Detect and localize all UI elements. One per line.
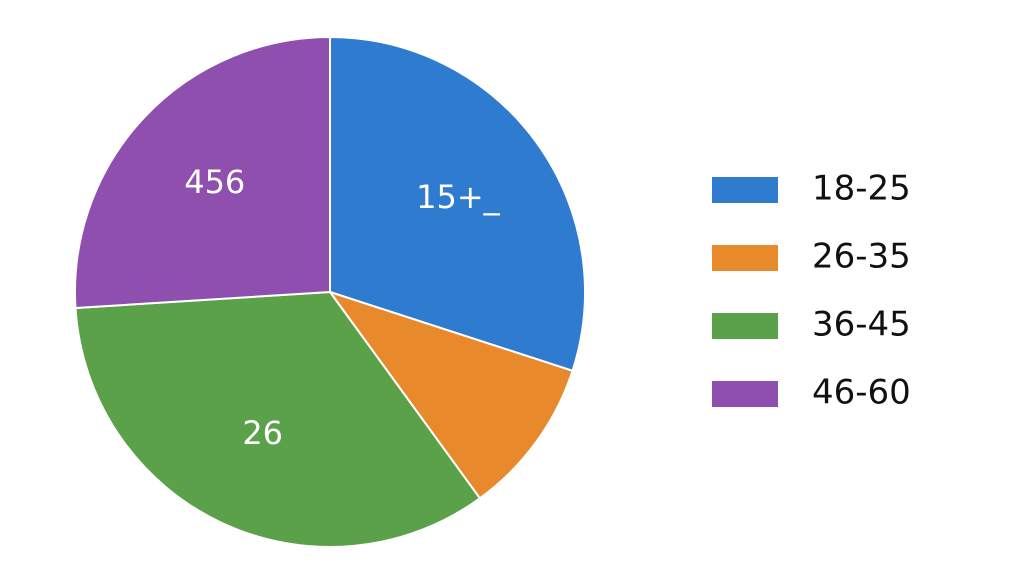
slice-label: 26 <box>242 414 283 452</box>
pie-slice <box>329 35 586 373</box>
legend-label: 46-60 <box>812 373 911 413</box>
legend-label: 36-45 <box>812 305 911 345</box>
pie-slice <box>74 35 331 310</box>
legend-swatch <box>712 245 778 271</box>
legend-label: 18-25 <box>812 169 911 209</box>
pie-slice <box>327 290 574 500</box>
legend-swatch <box>712 313 778 339</box>
legend-label: 26-35 <box>812 237 911 277</box>
slice-label: 15+_ <box>416 178 501 216</box>
legend-swatch <box>712 381 778 407</box>
slice-label: 456 <box>184 163 245 201</box>
pie-slice <box>74 290 482 548</box>
legend-swatch <box>712 177 778 203</box>
